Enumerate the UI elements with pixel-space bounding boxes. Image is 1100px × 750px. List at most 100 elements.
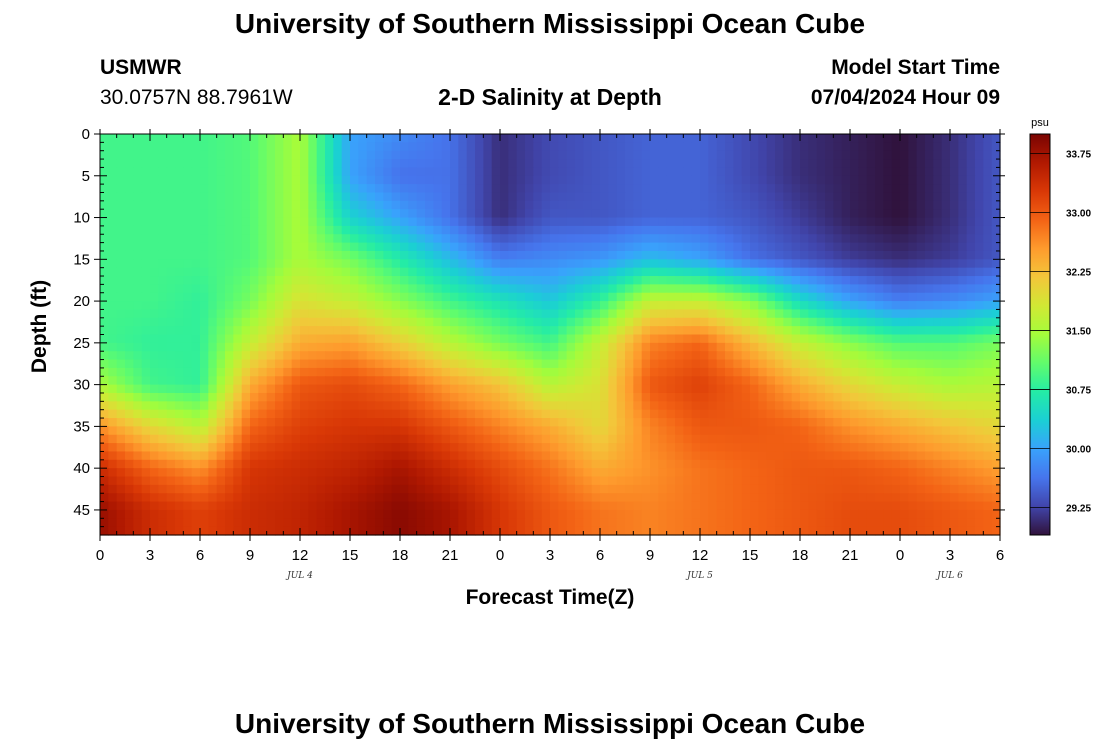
heatmap-cell bbox=[241, 250, 251, 260]
heatmap-cell bbox=[450, 351, 459, 361]
heatmap-cell bbox=[500, 267, 509, 277]
heatmap-cell bbox=[808, 309, 818, 319]
heatmap-cell bbox=[266, 209, 276, 219]
heatmap-cell bbox=[225, 276, 234, 285]
heatmap-cell bbox=[550, 326, 559, 336]
heatmap-cells bbox=[100, 134, 1001, 536]
heatmap-cell bbox=[133, 434, 143, 444]
heatmap-cell bbox=[408, 509, 418, 519]
heatmap-cell bbox=[691, 284, 701, 294]
heatmap-cell bbox=[483, 292, 493, 302]
heatmap-cell bbox=[608, 409, 618, 419]
heatmap-cell bbox=[625, 292, 634, 302]
heatmap-cell bbox=[975, 468, 984, 478]
heatmap-cell bbox=[625, 459, 634, 469]
heatmap-cell bbox=[400, 443, 409, 453]
heatmap-cell bbox=[716, 334, 726, 344]
heatmap-cell bbox=[375, 326, 384, 336]
heatmap-cell bbox=[658, 476, 668, 486]
heatmap-cell bbox=[350, 443, 359, 453]
heatmap-cell bbox=[766, 175, 776, 185]
heatmap-cell bbox=[841, 175, 851, 185]
heatmap-cell bbox=[150, 409, 159, 419]
heatmap-cell bbox=[325, 384, 334, 394]
heatmap-cell bbox=[650, 434, 659, 444]
heatmap-cell bbox=[216, 150, 226, 160]
heatmap-cell bbox=[716, 192, 726, 202]
heatmap-cell bbox=[250, 192, 259, 202]
heatmap-cell bbox=[575, 250, 584, 260]
heatmap-cell bbox=[900, 209, 909, 219]
heatmap-cell bbox=[858, 234, 868, 244]
heatmap-cell bbox=[350, 451, 359, 461]
heatmap-cell bbox=[900, 192, 909, 202]
heatmap-cell bbox=[125, 301, 134, 311]
heatmap-cell bbox=[466, 234, 476, 244]
heatmap-cell bbox=[400, 484, 409, 494]
heatmap-cell bbox=[141, 359, 151, 369]
heatmap-cell bbox=[191, 409, 201, 419]
heatmap-cell bbox=[525, 392, 534, 402]
heatmap-cell bbox=[308, 175, 318, 185]
heatmap-cell bbox=[183, 376, 193, 386]
heatmap-cell bbox=[858, 184, 868, 194]
heatmap-cell bbox=[816, 451, 826, 461]
heatmap-cell bbox=[891, 509, 901, 519]
heatmap-cell bbox=[900, 250, 909, 260]
heatmap-cell bbox=[150, 192, 159, 202]
heatmap-cell bbox=[583, 484, 593, 494]
heatmap-cell bbox=[591, 159, 601, 169]
heatmap-cell bbox=[316, 309, 326, 319]
heatmap-cell bbox=[841, 434, 851, 444]
heatmap-cell bbox=[766, 184, 776, 194]
heatmap-cell bbox=[766, 234, 776, 244]
heatmap-cell bbox=[108, 326, 118, 336]
heatmap-cell bbox=[766, 167, 776, 177]
heatmap-cell bbox=[566, 493, 576, 503]
heatmap-cell bbox=[641, 351, 651, 361]
heatmap-cell bbox=[333, 200, 343, 210]
heatmap-cell bbox=[591, 267, 601, 277]
heatmap-cell bbox=[400, 418, 409, 427]
heatmap-cell bbox=[800, 150, 809, 160]
heatmap-cell bbox=[125, 292, 134, 302]
heatmap-cell bbox=[850, 267, 859, 277]
heatmap-cell bbox=[858, 342, 868, 352]
heatmap-cell bbox=[466, 317, 476, 327]
heatmap-cell bbox=[658, 493, 668, 503]
heatmap-cell bbox=[466, 334, 476, 344]
heatmap-cell bbox=[275, 426, 284, 436]
heatmap-cell bbox=[708, 200, 718, 210]
heatmap-cell bbox=[450, 376, 459, 386]
heatmap-cell bbox=[566, 167, 576, 177]
heatmap-cell bbox=[733, 326, 743, 336]
heatmap-cell bbox=[291, 301, 301, 311]
heatmap-cell bbox=[366, 292, 376, 302]
heatmap-cell bbox=[466, 367, 476, 377]
heatmap-cell bbox=[400, 309, 409, 319]
heatmap-cell bbox=[158, 451, 168, 461]
heatmap-cell bbox=[200, 493, 209, 503]
heatmap-cell bbox=[408, 276, 418, 285]
heatmap-cell bbox=[875, 192, 884, 202]
heatmap-cell bbox=[716, 259, 726, 269]
heatmap-cell bbox=[366, 484, 376, 494]
heatmap-cell bbox=[775, 459, 784, 469]
heatmap-cell bbox=[358, 250, 368, 260]
heatmap-cell bbox=[616, 200, 626, 210]
heatmap-cell bbox=[450, 234, 459, 244]
heatmap-cell bbox=[566, 242, 576, 252]
heatmap-cell bbox=[791, 376, 801, 386]
heatmap-cell bbox=[258, 434, 268, 444]
heatmap-cell bbox=[233, 167, 243, 177]
heatmap-cell bbox=[266, 493, 276, 503]
heatmap-cell bbox=[183, 334, 193, 344]
heatmap-cell bbox=[641, 334, 651, 344]
heatmap-cell bbox=[133, 384, 143, 394]
heatmap-cell bbox=[366, 276, 376, 285]
heatmap-cell bbox=[616, 250, 626, 260]
heatmap-cell bbox=[375, 200, 384, 210]
heatmap-cell bbox=[308, 484, 318, 494]
heatmap-cell bbox=[566, 267, 576, 277]
heatmap-cell bbox=[600, 209, 609, 219]
